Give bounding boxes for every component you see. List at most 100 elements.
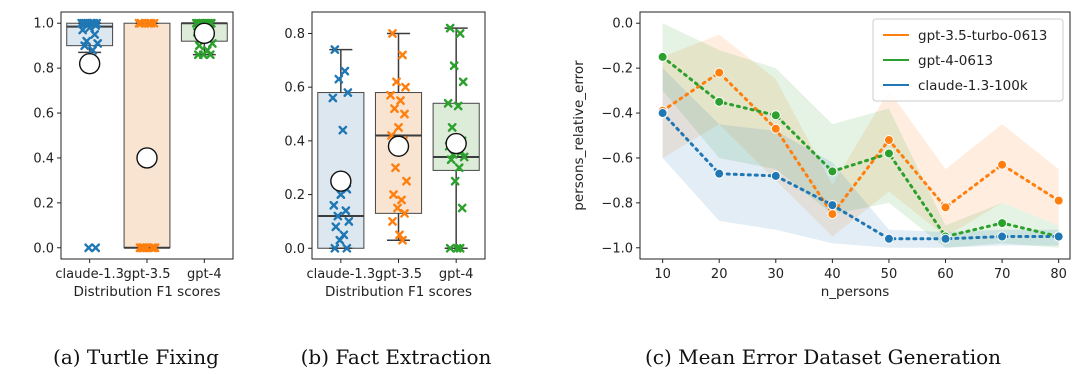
point-gpt-4 <box>445 243 455 253</box>
panel-mean-error: 0.0 −0.2 −0.4 −0.6 −0.8 −1.0 10 20 30 40 50 60 70 80 n… <box>571 11 1071 300</box>
y-tick-label: 0.6 <box>33 107 54 122</box>
legend-label-gpt-4-0613: gpt-4-0613 <box>918 53 993 69</box>
point-gpt-4 <box>458 77 468 87</box>
point-gpt-4 <box>447 123 457 132</box>
point-gpt-3.5-turbo-0613 <box>770 123 781 134</box>
x-tick-label: claude-1.3 <box>307 267 376 282</box>
point-gpt-3.5 <box>388 29 397 38</box>
point-gpt-4 <box>449 61 459 71</box>
point-claude-1.3 <box>334 74 344 84</box>
point-claude-1.3-100k <box>940 233 951 244</box>
x-tick-label: gpt-4 <box>187 267 222 282</box>
point-gpt-4 <box>455 243 465 253</box>
x-tick-label: gpt-3.5 <box>375 267 422 282</box>
point-gpt-3.5 <box>389 190 398 199</box>
point-claude-1.3 <box>333 211 343 221</box>
point-gpt-3.5 <box>398 235 407 245</box>
legend: gpt-3.5-turbo-0613 gpt-4-0613 claude-1.3-1… <box>872 18 1064 102</box>
point-gpt-3.5 <box>400 109 409 119</box>
point-gpt-3.5 <box>398 50 407 60</box>
band-gpt-3.5-turbo-0613 <box>662 34 1059 237</box>
y-tick-label: −1.0 <box>601 241 633 256</box>
point-gpt-4 <box>193 50 203 60</box>
point-gpt-3.5 <box>392 77 401 87</box>
legend-frame <box>872 18 1064 102</box>
point-claude-1.3 <box>329 200 339 210</box>
point-claude-1.3 <box>85 23 95 33</box>
point-claude-1.3 <box>84 243 94 253</box>
mean-marker-gpt-3.5 <box>136 147 158 169</box>
point-claude-1.3 <box>330 243 340 253</box>
x-tick-label: 50 <box>881 267 898 282</box>
point-gpt-3.5-turbo-0613 <box>883 134 894 145</box>
point-gpt-3.5-turbo-0613 <box>940 202 951 213</box>
point-claude-1.3 <box>336 190 346 199</box>
point-gpt-3.5 <box>150 243 160 253</box>
y-tick-label: 0.6 <box>284 81 305 96</box>
point-gpt-3.5 <box>393 203 402 213</box>
point-gpt-3.5 <box>137 243 147 253</box>
point-gpt-4-0613 <box>714 96 725 107</box>
x-tick-label: gpt-4 <box>439 267 474 282</box>
point-gpt-4 <box>453 101 463 111</box>
point-claude-1.3 <box>341 206 351 216</box>
point-gpt-3.5 <box>391 163 400 173</box>
x-tick-label: 40 <box>824 267 841 282</box>
x-tick-label: 10 <box>654 267 671 282</box>
y-tick-label: 0.8 <box>284 27 305 42</box>
box-gpt-3.5 <box>123 22 171 249</box>
point-gpt-3.5 <box>400 208 409 218</box>
y-tick-label: 0.0 <box>33 241 54 256</box>
y-tick-label: 0.4 <box>284 134 305 149</box>
point-claude-1.3 <box>82 36 92 46</box>
point-gpt-3.5 <box>402 176 411 186</box>
point-gpt-4 <box>455 29 465 38</box>
point-gpt-4 <box>457 203 467 213</box>
band-gpt-4-0613 <box>662 23 1059 248</box>
y-tick-label: −0.4 <box>601 107 633 122</box>
point-gpt-3.5-turbo-0613 <box>714 67 725 78</box>
point-claude-1.3 <box>93 39 103 48</box>
mean-marker-claude-1.3 <box>330 170 352 192</box>
y-tick-label: 1.0 <box>33 17 54 32</box>
point-claude-1.3-100k <box>657 108 668 119</box>
point-claude-1.3 <box>344 217 354 226</box>
axes-frame <box>639 11 1071 260</box>
point-claude-1.3 <box>330 45 340 54</box>
point-claude-1.3-100k <box>827 200 838 211</box>
line-gpt-3.5-turbo-0613 <box>661 70 1061 217</box>
point-gpt-4-0613 <box>997 218 1008 229</box>
point-gpt-3.5-turbo-0613 <box>1053 195 1064 206</box>
y-tick-label: 0.0 <box>284 242 305 257</box>
panel-turtle-fixing: 0.0 0.2 0.4 0.6 0.8 1.0 claude-1.3 gpt-3.5 gpt-4… <box>33 11 234 300</box>
point-claude-1.3 <box>340 66 350 76</box>
point-claude-1.3 <box>91 21 101 30</box>
point-gpt-3.5 <box>396 96 405 105</box>
caption-c: (c) Mean Error Dataset Generation <box>645 345 1001 369</box>
point-gpt-3.5 <box>401 82 410 92</box>
point-claude-1.3 <box>343 88 353 97</box>
point-gpt-4-0613 <box>827 166 838 177</box>
y-tick-label: −0.8 <box>601 196 633 211</box>
point-gpt-4 <box>443 98 453 108</box>
point-claude-1.3 <box>342 243 352 253</box>
point-gpt-3.5-turbo-0613 <box>827 209 838 220</box>
legend-label-gpt-3.5-turbo-0613: gpt-3.5-turbo-0613 <box>918 28 1047 44</box>
point-claude-1.3-100k <box>770 170 781 181</box>
x-axis-label: Distribution F1 scores <box>73 284 220 300</box>
box-claude-1.3 <box>317 92 365 249</box>
point-claude-1.3 <box>90 30 100 39</box>
point-claude-1.3-100k <box>1053 231 1064 242</box>
point-gpt-4 <box>446 155 456 165</box>
point-gpt-3.5 <box>139 243 149 253</box>
line-claude-1.3-100k <box>661 111 1061 241</box>
x-tick-label: 60 <box>937 267 954 282</box>
y-tick-label: −0.6 <box>601 151 633 166</box>
point-gpt-4 <box>454 163 464 173</box>
y-tick-label: −0.2 <box>601 62 633 77</box>
point-gpt-3.5 <box>390 104 399 114</box>
point-gpt-3.5 <box>394 123 403 132</box>
caption-b: (b) Fact Extraction <box>301 345 492 369</box>
point-gpt-4 <box>450 176 460 186</box>
